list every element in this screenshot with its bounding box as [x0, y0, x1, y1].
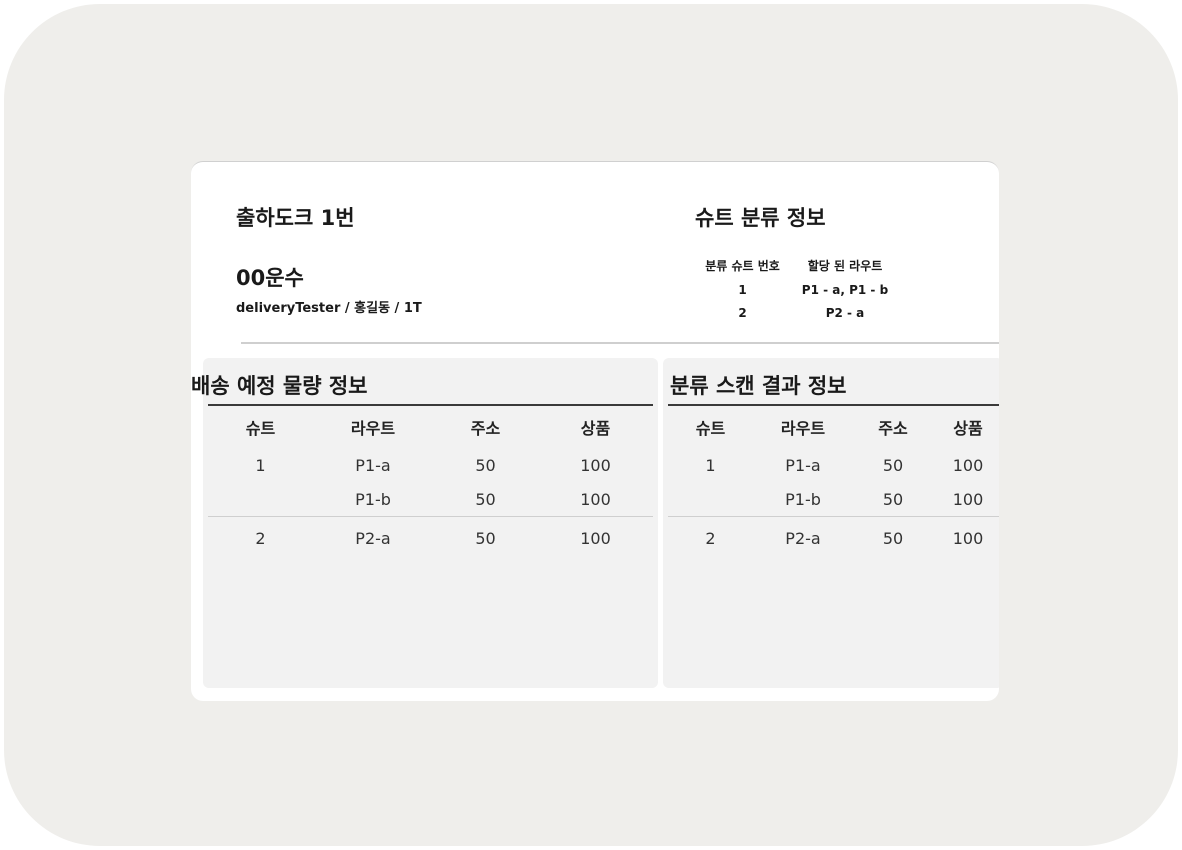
table-header-row: 슈트 라우트 주소 상품: [668, 406, 999, 448]
chute-info-table: 분류 슈트 번호 할당 된 라우트 1 P1 - a, P1 - b 2 P2 …: [695, 252, 900, 324]
planned-volume-title: 배송 예정 물량 정보: [191, 374, 368, 398]
device-frame: 출하도크 1번 00운수 deliveryTester / 홍길동 / 1T 슈…: [4, 4, 1178, 846]
panel-divider: [208, 404, 653, 406]
table-row: P1-b 50 100: [208, 482, 653, 517]
table-row: P1-b 50 100: [668, 482, 999, 517]
assigned-routes: P1 - a, P1 - b: [801, 282, 889, 297]
address-cell: 50: [475, 455, 496, 475]
panel-divider: [668, 404, 999, 406]
user-info: deliveryTester / 홍길동 / 1T: [236, 301, 422, 316]
address-cell: 50: [882, 489, 904, 509]
chute-info-header-row: 분류 슈트 번호 할당 된 라우트: [695, 252, 900, 278]
product-cell: 100: [580, 455, 611, 475]
chute-cell: 2: [668, 516, 753, 559]
address-cell: 50: [475, 489, 496, 509]
route-cell: P2-a: [313, 516, 433, 559]
route-column-header: 라우트: [350, 419, 396, 438]
chute-info-row: 2 P2 - a: [695, 301, 900, 324]
address-cell: 50: [882, 455, 904, 475]
table-row: 2 P2-a 50 100: [208, 516, 653, 559]
chute-cell: 1: [255, 455, 266, 475]
chute-column-header: 슈트: [695, 419, 726, 438]
address-column-header: 주소: [470, 419, 501, 438]
table-row: 1 P1-a 50 100: [668, 448, 999, 482]
dock-info-card: 출하도크 1번 00운수 deliveryTester / 홍길동 / 1T 슈…: [191, 161, 999, 701]
chute-cell: [668, 482, 753, 517]
table-row: 1 P1-a 50 100: [208, 448, 653, 482]
product-column-header: 상품: [953, 419, 983, 438]
chute-cell: [208, 482, 313, 517]
planned-volume-table: 슈트 라우트 주소 상품 1 P1-a 50 100 P1: [208, 406, 653, 559]
chute-cell: 1: [705, 455, 716, 475]
assigned-routes: P2 - a: [825, 305, 865, 320]
assigned-route-header: 할당 된 라우트: [807, 258, 883, 273]
chute-info-title: 슈트 분류 정보: [695, 206, 826, 230]
table-header-row: 슈트 라우트 주소 상품: [208, 406, 653, 448]
chute-column-header: 슈트: [245, 419, 276, 438]
address-cell: 50: [433, 516, 538, 559]
product-cell: 100: [580, 489, 611, 509]
route-cell: P1-a: [785, 455, 821, 475]
route-column-header: 라우트: [780, 419, 826, 438]
chute-number: 1: [738, 282, 747, 297]
planned-volume-panel: 배송 예정 물량 정보 슈트 라우트 주소 상품 1 P1-a 5: [191, 358, 658, 688]
product-cell: 100: [952, 455, 984, 475]
chute-number-header: 분류 슈트 번호: [705, 258, 780, 273]
table-row: 2 P2-a 50 100: [668, 516, 999, 559]
product-column-header: 상품: [580, 419, 611, 438]
product-cell: 100: [952, 489, 984, 509]
scan-result-panel: 분류 스캔 결과 정보 슈트 라우트 주소 상품 1 P1-a 5: [663, 358, 999, 688]
route-cell: P1-a: [355, 455, 391, 475]
chute-number: 2: [738, 305, 747, 320]
chute-cell: 2: [208, 516, 313, 559]
product-cell: 100: [933, 516, 999, 559]
dock-title: 출하도크 1번: [236, 206, 355, 230]
product-cell: 100: [538, 516, 653, 559]
route-cell: P1-b: [785, 489, 821, 509]
address-column-header: 주소: [878, 419, 908, 438]
scan-result-title: 분류 스캔 결과 정보: [670, 374, 847, 398]
header-divider: [241, 342, 999, 344]
route-cell: P2-a: [753, 516, 853, 559]
route-cell: P1-b: [355, 489, 391, 509]
chute-info-row: 1 P1 - a, P1 - b: [695, 278, 900, 301]
scan-result-table: 슈트 라우트 주소 상품 1 P1-a 50 100 P1: [668, 406, 999, 559]
carrier-name: 00운수: [236, 266, 304, 290]
address-cell: 50: [853, 516, 933, 559]
